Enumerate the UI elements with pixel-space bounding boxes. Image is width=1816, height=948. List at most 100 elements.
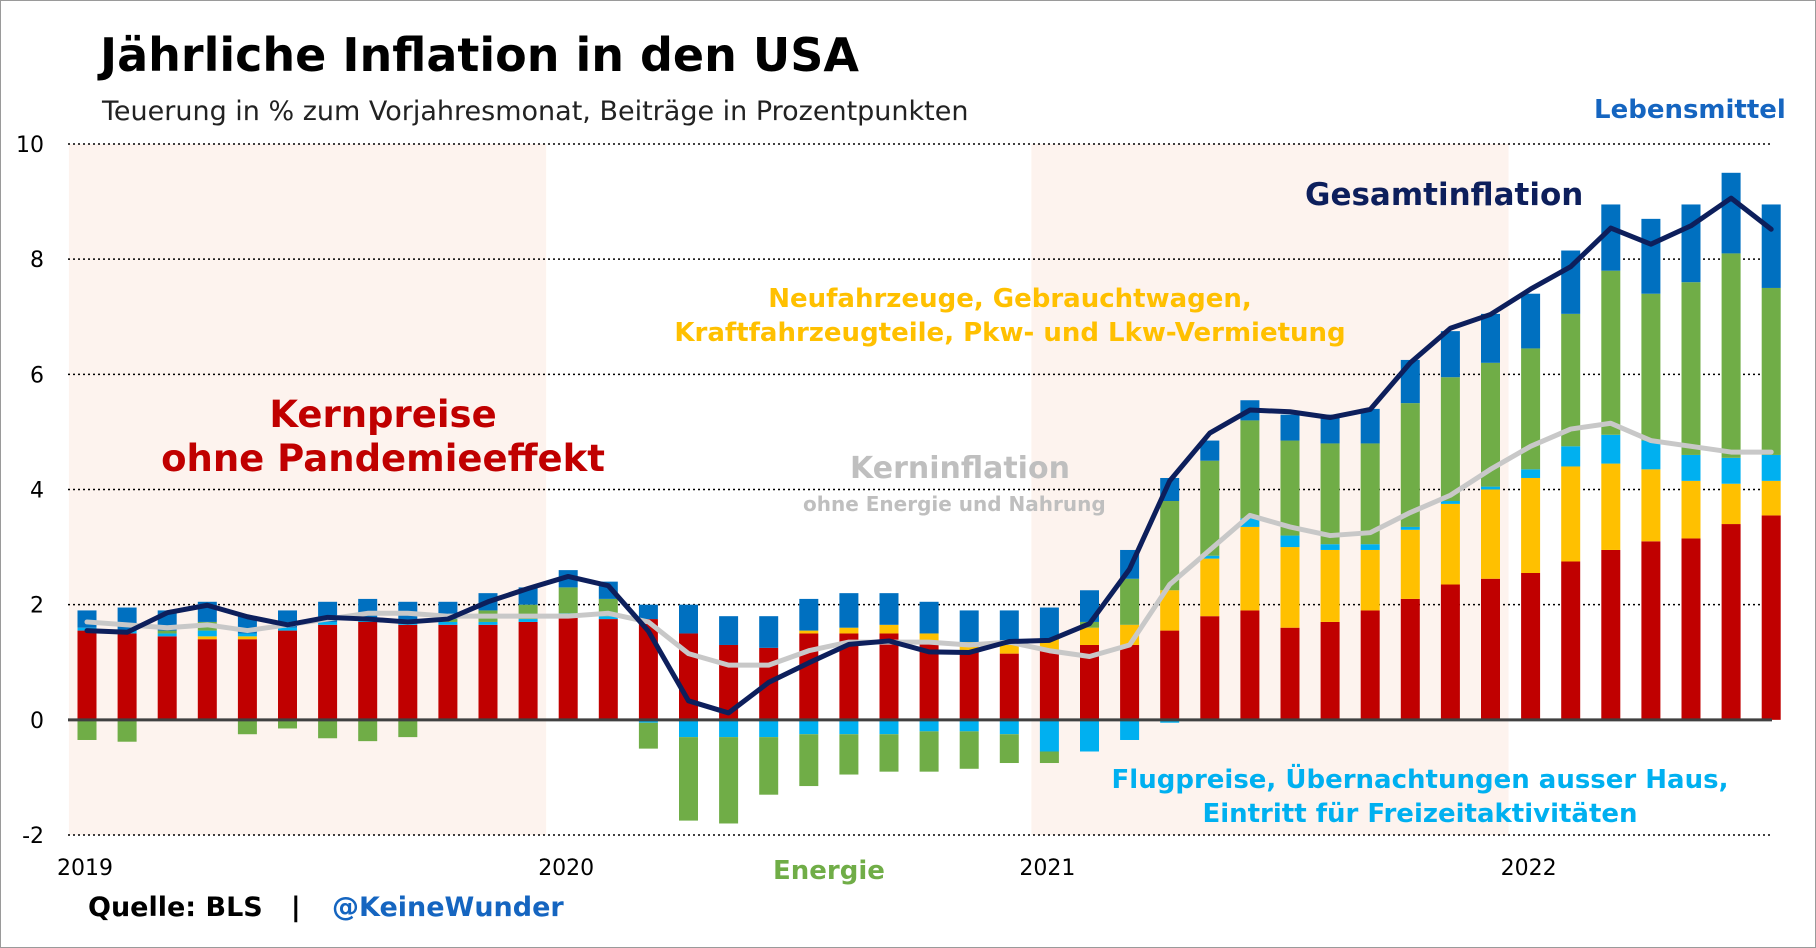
axes: -2 0 2 4 6 8 10 2019 2020 2021 2022 [16, 133, 1772, 881]
bar-segment [1761, 454, 1781, 481]
label-kerninflation: Kerninflation [850, 451, 1070, 486]
bar-segment [999, 610, 1019, 645]
bar-segment [478, 621, 498, 625]
label-gesamtinflation: Gesamtinflation [1305, 177, 1584, 213]
bar-segment [1240, 420, 1260, 519]
bar-segment [1280, 414, 1300, 441]
bar-segment [1521, 477, 1541, 573]
bar-segment [278, 627, 297, 631]
bar-segment [237, 633, 257, 637]
bar-segment [1360, 610, 1380, 720]
bar-segment [959, 731, 979, 769]
label-freizeit: Flugpreise, Übernachtungen ausser Haus, … [1070, 764, 1770, 832]
bar-segment [157, 633, 177, 637]
bar-segment [77, 610, 97, 628]
bar-segment [999, 719, 1019, 735]
line-gesamtinflation [84, 195, 1774, 716]
bar-segment [478, 624, 498, 720]
bar-segment [1400, 598, 1420, 720]
bar-segment [1681, 480, 1701, 539]
bar-segment [237, 636, 257, 640]
bar-segment [197, 636, 217, 640]
bar-segment [1080, 644, 1099, 720]
bar-segment [1601, 549, 1621, 720]
bar-segment [1721, 483, 1741, 525]
bar-segment [1601, 463, 1621, 550]
bar-segment [1561, 561, 1581, 720]
bar-segment [237, 639, 257, 720]
bar-segment [1120, 719, 1140, 740]
bar-segment [919, 719, 939, 732]
bar-segment [839, 633, 859, 720]
bar-segment [1440, 584, 1460, 720]
bar-segment [358, 719, 378, 742]
bar-segment [1080, 627, 1099, 645]
label-freizeit-line1: Flugpreise, Übernachtungen ausser Haus, [1111, 765, 1729, 795]
bar-segment [1721, 253, 1741, 458]
bar-segment [959, 719, 979, 732]
bar-segment [1320, 621, 1340, 720]
bar-segment [959, 650, 979, 720]
bar-segment [1320, 549, 1340, 622]
bar-segment [1440, 377, 1460, 502]
bar-segment [1641, 293, 1661, 441]
bar-segment [1360, 443, 1380, 545]
bar-segment [759, 616, 779, 648]
bar-segment [638, 722, 658, 749]
bar-segment [197, 630, 217, 637]
bar-segment [1481, 578, 1500, 720]
bar-segment [558, 616, 578, 720]
label-fahrzeuge-line1: Neufahrzeuge, Gebrauchtwagen, [768, 284, 1252, 314]
bar-segment [1561, 250, 1581, 314]
bar-segment [1320, 544, 1340, 550]
bar-segment [1681, 282, 1701, 455]
bar-segment [1360, 544, 1380, 550]
bar-segment [638, 604, 658, 620]
y-tick-label: 6 [30, 363, 44, 388]
bar-segment [799, 734, 819, 787]
bar-segment [719, 737, 739, 824]
bar-segment [1601, 434, 1621, 464]
bar-segment [839, 593, 859, 628]
bar-segment [999, 644, 1019, 654]
y-tick-label: 2 [30, 594, 44, 619]
bar-segment [358, 621, 378, 720]
label-kernpreise-line1: Kernpreise [269, 393, 497, 436]
bar-segment [1280, 440, 1300, 536]
bar-segment [1641, 440, 1661, 470]
bar-segment [799, 633, 819, 720]
author-handle[interactable]: @KeineWunder [332, 892, 564, 923]
bar-segment [839, 734, 859, 775]
bar-segment [558, 587, 578, 614]
bar-segment [318, 621, 338, 625]
bar-segment [1481, 313, 1500, 363]
bar-segment [919, 633, 939, 643]
bar-segment [1641, 469, 1661, 542]
bar-segment [1160, 590, 1180, 631]
bar-segment [839, 719, 859, 735]
bar-segment [879, 593, 899, 625]
label-lebensmittel: Lebensmittel [1594, 95, 1786, 125]
bar-segment [879, 734, 899, 772]
bar-segment [518, 619, 538, 622]
stacked-bars [77, 172, 1781, 824]
bar-segment [1039, 650, 1059, 720]
bar-segment [438, 624, 458, 720]
bar-segment [1440, 501, 1460, 504]
bar-segment [1721, 524, 1741, 720]
bar-segment [1481, 489, 1500, 579]
bar-segment [1120, 578, 1140, 625]
bar-segment [1601, 270, 1621, 435]
bar-segment [157, 636, 177, 720]
line-kerninflation [84, 420, 1774, 668]
bar-segment [839, 627, 859, 634]
bar-segment [1320, 443, 1340, 545]
bar-segment [1521, 348, 1541, 470]
bar-segment [1400, 529, 1420, 599]
bar-segment [1280, 627, 1300, 720]
bar-segment [1761, 204, 1781, 288]
bar-segment [398, 624, 418, 720]
source-label: Quelle: BLS | [88, 892, 301, 923]
bar-segment [1721, 457, 1741, 484]
bar-segment [278, 719, 297, 729]
